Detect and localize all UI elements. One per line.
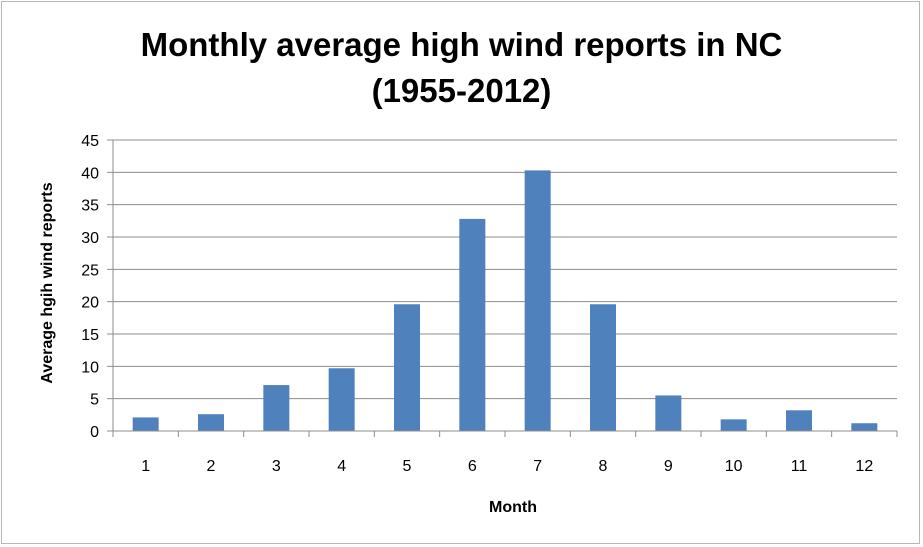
x-axis-title: Month bbox=[489, 499, 537, 516]
x-tick-label: 1 bbox=[141, 458, 150, 475]
y-tick-label: 20 bbox=[81, 295, 99, 312]
x-tick-label: 7 bbox=[533, 458, 542, 475]
x-tick-label: 8 bbox=[599, 458, 608, 475]
y-tick-label: 45 bbox=[81, 133, 99, 150]
bar-month-1 bbox=[132, 417, 159, 431]
y-tick-label: 40 bbox=[81, 165, 99, 182]
bar-month-7 bbox=[524, 170, 551, 432]
y-tick-label: 35 bbox=[81, 198, 99, 215]
bar-month-2 bbox=[198, 414, 224, 431]
chart-title-line2: (1955-2012) bbox=[371, 72, 552, 109]
chart-title-line1: Monthly average high wind reports in NC bbox=[140, 26, 783, 63]
y-axis-title: Average hgih wind reports bbox=[39, 182, 56, 383]
bar-month-5 bbox=[394, 304, 420, 431]
y-tick-label: 0 bbox=[90, 424, 99, 441]
x-tick-labels: 1 2 3 4 5 6 7 8 9 10 11 12 bbox=[141, 458, 873, 475]
bar-month-8 bbox=[590, 304, 616, 431]
bar-month-4 bbox=[328, 368, 355, 431]
y-tick-label: 25 bbox=[81, 262, 99, 279]
y-tick-label: 30 bbox=[81, 230, 99, 247]
bar-month-10 bbox=[720, 419, 747, 431]
y-tick-label: 10 bbox=[81, 359, 99, 376]
bar-month-9 bbox=[655, 395, 682, 431]
x-tick-label: 5 bbox=[403, 458, 412, 475]
bar-month-12 bbox=[851, 423, 878, 431]
x-tick-label: 6 bbox=[468, 458, 477, 475]
y-tick-labels: 0 5 10 15 20 25 30 35 40 45 bbox=[81, 133, 99, 441]
gridlines bbox=[107, 139, 897, 432]
bar-month-11 bbox=[786, 410, 812, 431]
x-tick-label: 12 bbox=[855, 458, 873, 475]
x-tick-label: 4 bbox=[337, 458, 346, 475]
axes bbox=[112, 140, 898, 437]
y-tick-label: 15 bbox=[81, 327, 99, 344]
x-tick-label: 9 bbox=[664, 458, 673, 475]
bar-month-6 bbox=[459, 218, 486, 431]
bars bbox=[132, 170, 878, 432]
x-tick-label: 3 bbox=[272, 458, 281, 475]
x-tick-label: 10 bbox=[725, 458, 743, 475]
y-tick-label: 5 bbox=[90, 392, 99, 409]
bar-month-3 bbox=[263, 385, 290, 431]
x-tick-label: 2 bbox=[207, 458, 216, 475]
x-tick-label: 11 bbox=[791, 458, 808, 475]
chart-title: Monthly average high wind reports in NC … bbox=[0, 22, 923, 114]
